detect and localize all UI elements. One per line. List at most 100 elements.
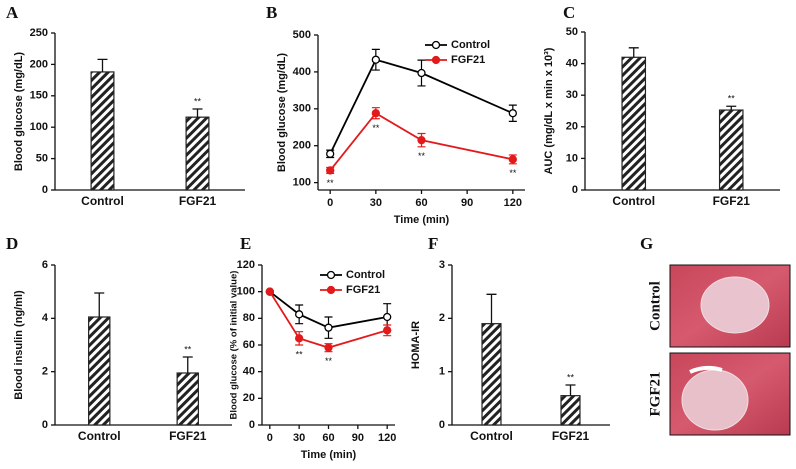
x-tick-label: 120 [378, 432, 396, 444]
point [383, 312, 392, 322]
y-axis-label: HOMA-IR [410, 321, 422, 369]
series-line [269, 290, 388, 329]
x-tick-label: 0 [327, 197, 333, 209]
legend-marker [431, 55, 441, 65]
legend-marker [326, 270, 336, 280]
islet [681, 369, 749, 431]
significance: ** [327, 178, 335, 188]
y-tick-label: 250 [30, 27, 48, 39]
error-bar [628, 47, 639, 58]
point [295, 310, 304, 319]
x-tick-label: 120 [504, 197, 522, 209]
y-tick-label: 4 [42, 312, 49, 324]
y-tick-label: 50 [566, 26, 578, 38]
point [324, 343, 333, 352]
bar [88, 316, 111, 426]
point [326, 166, 335, 175]
y-tick-label: 20 [243, 392, 255, 404]
bar [90, 71, 115, 191]
y-tick-label: 2 [42, 366, 48, 378]
legend-marker [326, 285, 336, 295]
error-bar [565, 384, 576, 396]
x-tick-label: FGF21 [713, 194, 751, 208]
y-tick-label: 40 [566, 58, 578, 70]
significance: ** [296, 349, 304, 359]
y-tick-label: 100 [293, 177, 311, 189]
x-tick-label: 90 [461, 197, 473, 209]
panel-letter: A [6, 3, 19, 22]
x-tick-label: FGF21 [552, 429, 590, 443]
panel-letter: G [640, 234, 653, 253]
significance: ** [418, 151, 426, 161]
panel-letter: C [563, 3, 575, 22]
error-bar [94, 292, 105, 317]
image-label: FGF21 [647, 372, 663, 417]
point [265, 287, 274, 296]
significance: ** [509, 168, 517, 178]
x-tick-label: 90 [352, 432, 364, 444]
x-tick-label: Control [612, 194, 655, 208]
y-tick-label: 0 [572, 184, 578, 196]
point [383, 326, 392, 335]
y-tick-label: 2 [439, 312, 445, 324]
significance: ** [194, 96, 202, 106]
y-tick-label: 100 [30, 121, 48, 133]
y-tick-label: 0 [249, 419, 255, 431]
error-bar [182, 356, 193, 373]
panel-letter: D [6, 234, 18, 253]
x-tick-label: Control [81, 194, 124, 208]
x-tick-label: FGF21 [169, 429, 207, 443]
x-tick-label: 30 [370, 197, 382, 209]
y-tick-label: 0 [42, 419, 48, 431]
y-tick-label: 3 [439, 259, 445, 271]
panel-letter: F [428, 234, 438, 253]
series-line [269, 291, 388, 349]
x-tick-label: 30 [293, 432, 305, 444]
y-tick-label: 200 [293, 140, 311, 152]
bar [560, 395, 581, 426]
y-tick-label: 80 [243, 312, 255, 324]
point [295, 334, 304, 343]
y-tick-label: 10 [566, 152, 578, 164]
bar [481, 323, 502, 426]
y-tick-label: 40 [243, 366, 255, 378]
y-tick-label: 0 [42, 184, 48, 196]
point [371, 55, 380, 64]
y-axis-label: Blood glucose (% of initial value) [229, 271, 240, 420]
significance: ** [728, 94, 736, 104]
image-label: Control [647, 281, 663, 331]
significance: ** [325, 356, 333, 366]
y-axis-label: Blood glucose (mg/dL) [276, 53, 288, 172]
y-tick-label: 60 [243, 339, 255, 351]
y-axis-label: Blood insulin (ng/ml) [13, 290, 25, 400]
panel-letter: B [266, 3, 277, 22]
point [371, 109, 380, 118]
y-tick-label: 6 [42, 259, 48, 271]
artifact [689, 365, 723, 374]
y-tick-label: 120 [237, 259, 255, 271]
histology-images [669, 264, 791, 436]
panel-letter: E [240, 234, 251, 253]
error-bar [486, 293, 497, 324]
x-axis-label: Time (min) [301, 449, 357, 461]
point [417, 68, 426, 78]
significance: ** [372, 123, 380, 133]
y-tick-label: 30 [566, 89, 578, 101]
y-tick-label: 1 [439, 366, 445, 378]
y-tick-label: 0 [439, 419, 445, 431]
x-tick-label: FGF21 [179, 194, 217, 208]
error-bar [192, 108, 203, 118]
legend-label: Control [346, 269, 385, 281]
point [326, 149, 335, 158]
y-tick-label: 20 [566, 121, 578, 133]
series-line [329, 58, 514, 155]
y-axis-label: Blood glucose (mg/dL) [13, 52, 25, 171]
series-line [329, 112, 514, 172]
y-tick-label: 150 [30, 90, 48, 102]
legend-label: FGF21 [451, 54, 485, 66]
y-tick-label: 100 [237, 286, 255, 298]
significance: ** [567, 372, 575, 382]
y-tick-label: 200 [30, 58, 48, 70]
y-tick-label: 300 [293, 103, 311, 115]
